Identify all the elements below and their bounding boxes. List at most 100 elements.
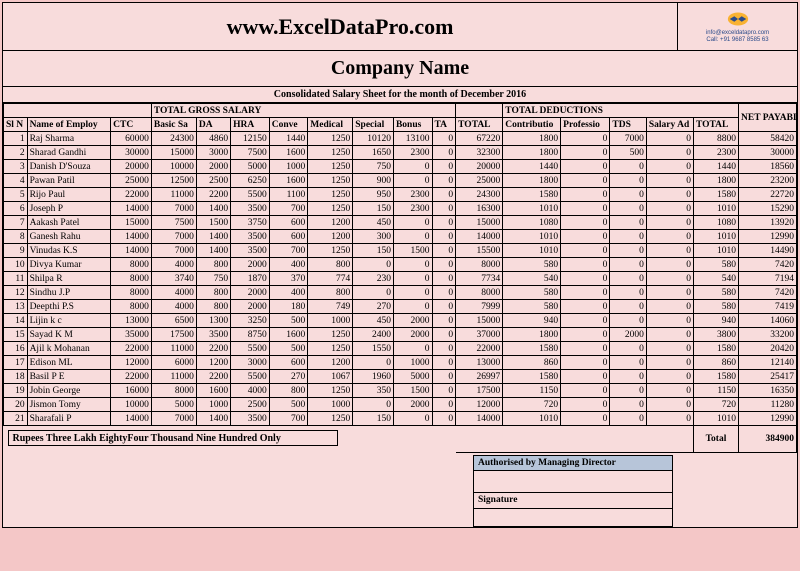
col-hra: HRA bbox=[231, 118, 270, 132]
table-row: 8Ganesh Rahu1400070001400350060012003000… bbox=[4, 230, 797, 244]
cell-prof: 0 bbox=[561, 412, 610, 426]
cell-bonus: 2000 bbox=[393, 398, 432, 412]
cell-sl: 5 bbox=[4, 188, 28, 202]
cell-name: Jobin George bbox=[27, 384, 111, 398]
cell-bonus: 2300 bbox=[393, 146, 432, 160]
cell-prof: 0 bbox=[561, 342, 610, 356]
cell-gtotal: 15000 bbox=[456, 216, 503, 230]
cell-sl: 11 bbox=[4, 272, 28, 286]
cell-tds: 7000 bbox=[610, 132, 646, 146]
cell-da: 2000 bbox=[196, 160, 230, 174]
cell-bonus: 2300 bbox=[393, 202, 432, 216]
cell-special: 750 bbox=[353, 160, 394, 174]
cell-special: 450 bbox=[353, 216, 394, 230]
cell-ta: 0 bbox=[432, 300, 456, 314]
col-saladv: Salary Ad bbox=[646, 118, 693, 132]
cell-name: Pawan Patil bbox=[27, 174, 111, 188]
cell-bonus: 0 bbox=[393, 342, 432, 356]
cell-name: Rijo Paul bbox=[27, 188, 111, 202]
cell-basic: 7000 bbox=[151, 244, 196, 258]
cell-gtotal: 26997 bbox=[456, 370, 503, 384]
cell-dtotal: 540 bbox=[693, 272, 738, 286]
cell-tds: 0 bbox=[610, 342, 646, 356]
cell-medical: 1250 bbox=[308, 384, 353, 398]
cell-gtotal: 24300 bbox=[456, 188, 503, 202]
col-medical: Medical bbox=[308, 118, 353, 132]
cell-ta: 0 bbox=[432, 244, 456, 258]
cell-dtotal: 1010 bbox=[693, 412, 738, 426]
cell-gtotal: 15500 bbox=[456, 244, 503, 258]
cell-dtotal: 860 bbox=[693, 356, 738, 370]
cell-da: 1000 bbox=[196, 398, 230, 412]
cell-dtotal: 1800 bbox=[693, 174, 738, 188]
cell-tds: 0 bbox=[610, 174, 646, 188]
cell-basic: 5000 bbox=[151, 398, 196, 412]
cell-da: 1300 bbox=[196, 314, 230, 328]
cell-gtotal: 13000 bbox=[456, 356, 503, 370]
col-dtotal: TOTAL bbox=[693, 118, 738, 132]
cell-da: 1200 bbox=[196, 356, 230, 370]
table-row: 6Joseph P1400070001400350070012501502300… bbox=[4, 202, 797, 216]
cell-saladv: 0 bbox=[646, 342, 693, 356]
cell-contrib: 1440 bbox=[503, 160, 561, 174]
cell-medical: 1250 bbox=[308, 342, 353, 356]
cell-saladv: 0 bbox=[646, 202, 693, 216]
cell-conve: 180 bbox=[269, 300, 308, 314]
cell-net: 11280 bbox=[739, 398, 797, 412]
table-row: 11Shilpa R800037407501870370774230007734… bbox=[4, 272, 797, 286]
cell-ta: 0 bbox=[432, 412, 456, 426]
cell-name: Shilpa R bbox=[27, 272, 111, 286]
net-header: NET PAYABLE bbox=[739, 104, 797, 132]
cell-da: 3000 bbox=[196, 146, 230, 160]
cell-saladv: 0 bbox=[646, 328, 693, 342]
cell-name: Sharad Gandhi bbox=[27, 146, 111, 160]
cell-basic: 4000 bbox=[151, 286, 196, 300]
cell-conve: 500 bbox=[269, 314, 308, 328]
cell-conve: 700 bbox=[269, 412, 308, 426]
cell-ctc: 14000 bbox=[111, 202, 152, 216]
cell-sl: 14 bbox=[4, 314, 28, 328]
cell-basic: 8000 bbox=[151, 384, 196, 398]
col-ta: TA bbox=[432, 118, 456, 132]
cell-conve: 700 bbox=[269, 202, 308, 216]
cell-medical: 1250 bbox=[308, 146, 353, 160]
table-row: 5Rijo Paul220001100022005500110012509502… bbox=[4, 188, 797, 202]
cell-ctc: 60000 bbox=[111, 132, 152, 146]
cell-basic: 4000 bbox=[151, 300, 196, 314]
cell-dtotal: 1080 bbox=[693, 216, 738, 230]
cell-hra: 3500 bbox=[231, 412, 270, 426]
cell-name: Lijin k c bbox=[27, 314, 111, 328]
cell-tds: 0 bbox=[610, 314, 646, 328]
cell-basic: 3740 bbox=[151, 272, 196, 286]
gross-header: TOTAL GROSS SALARY bbox=[151, 104, 455, 118]
cell-net: 7194 bbox=[739, 272, 797, 286]
cell-sl: 21 bbox=[4, 412, 28, 426]
cell-conve: 1100 bbox=[269, 188, 308, 202]
cell-gtotal: 8000 bbox=[456, 258, 503, 272]
cell-bonus: 0 bbox=[393, 174, 432, 188]
cell-contrib: 1580 bbox=[503, 188, 561, 202]
cell-net: 14060 bbox=[739, 314, 797, 328]
cell-da: 4860 bbox=[196, 132, 230, 146]
cell-tds: 0 bbox=[610, 160, 646, 174]
cell-da: 2200 bbox=[196, 188, 230, 202]
cell-conve: 1600 bbox=[269, 174, 308, 188]
cell-prof: 0 bbox=[561, 370, 610, 384]
table-row: 14Lijin k c13000650013003250500100045020… bbox=[4, 314, 797, 328]
cell-prof: 0 bbox=[561, 398, 610, 412]
authorised-space bbox=[473, 471, 673, 493]
cell-ta: 0 bbox=[432, 272, 456, 286]
cell-saladv: 0 bbox=[646, 160, 693, 174]
cell-saladv: 0 bbox=[646, 146, 693, 160]
cell-contrib: 1580 bbox=[503, 342, 561, 356]
cell-bonus: 1500 bbox=[393, 244, 432, 258]
deductions-header: TOTAL DEDUCTIONS bbox=[503, 104, 739, 118]
cell-name: Joseph P bbox=[27, 202, 111, 216]
cell-tds: 0 bbox=[610, 356, 646, 370]
cell-prof: 0 bbox=[561, 188, 610, 202]
cell-contrib: 540 bbox=[503, 272, 561, 286]
cell-basic: 7000 bbox=[151, 230, 196, 244]
cell-conve: 400 bbox=[269, 286, 308, 300]
cell-prof: 0 bbox=[561, 174, 610, 188]
cell-tds: 0 bbox=[610, 300, 646, 314]
